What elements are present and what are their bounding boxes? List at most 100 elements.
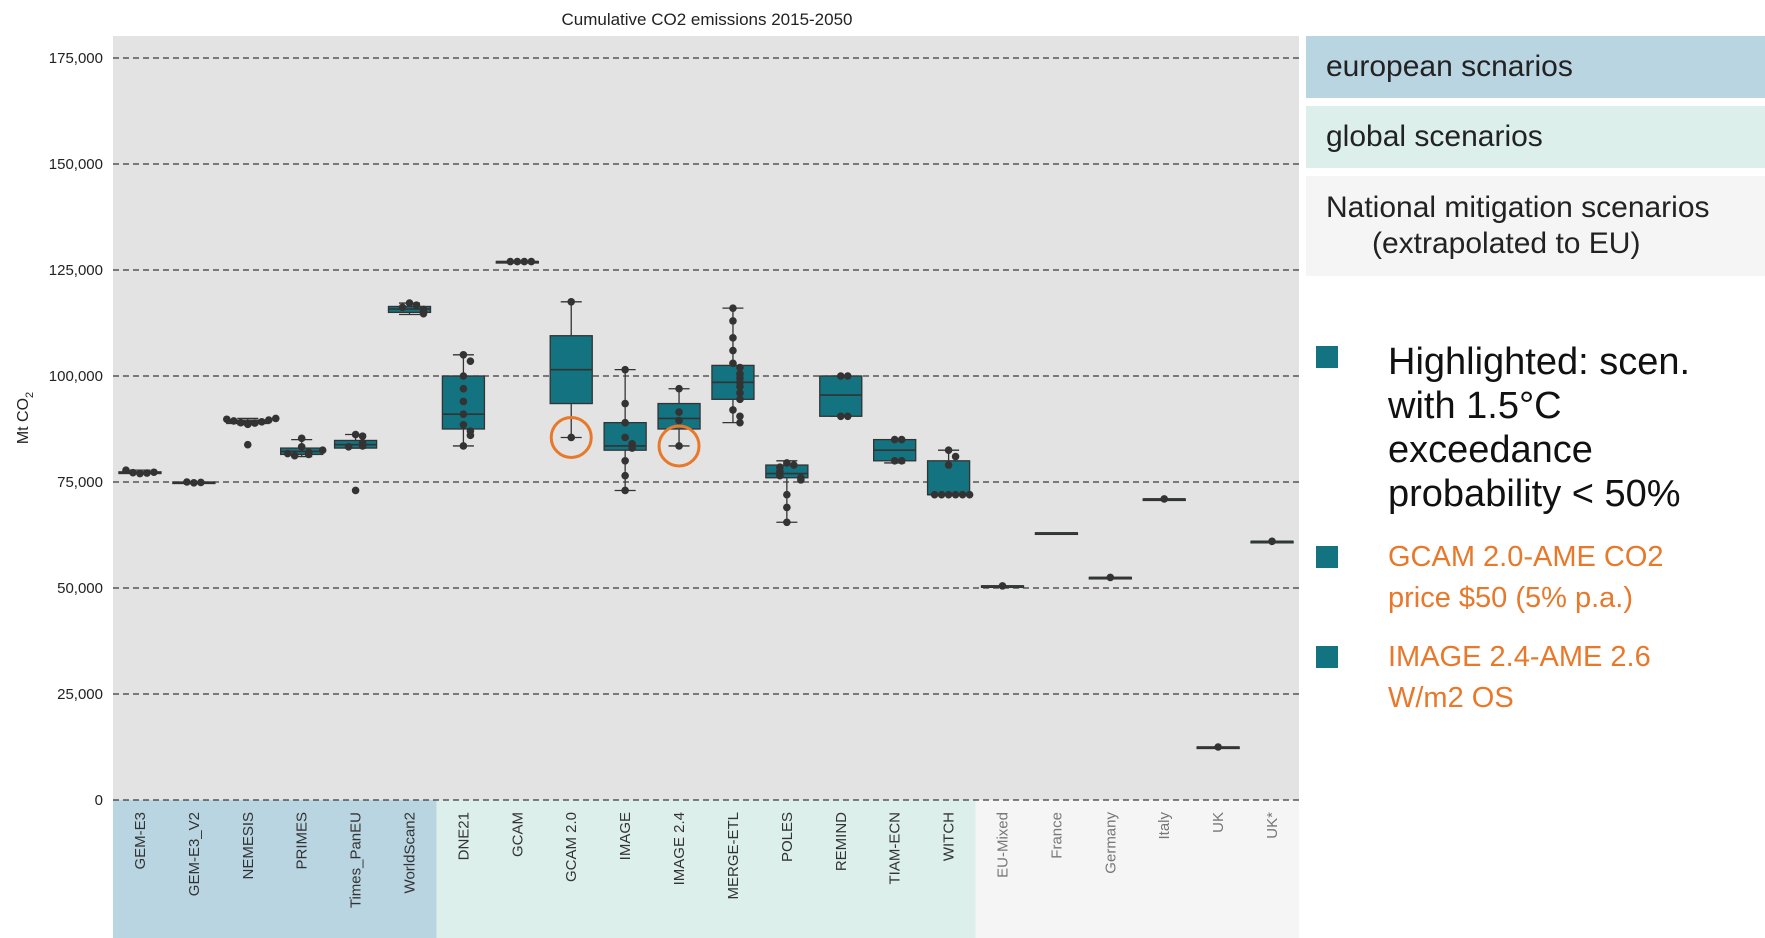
data-point <box>513 257 522 266</box>
data-point <box>843 372 852 380</box>
y-tick-label: 25,000 <box>57 686 103 703</box>
box-uk <box>1196 743 1240 751</box>
y-tick-label: 75,000 <box>57 474 103 491</box>
x-tick-label: EU-Mixed <box>995 812 1012 878</box>
data-point <box>621 365 629 374</box>
data-point <box>250 419 259 427</box>
data-point <box>736 389 744 397</box>
x-tick-label: IMAGE <box>617 812 634 860</box>
data-point <box>930 490 939 499</box>
data-point <box>628 444 636 452</box>
x-tick-label: PRIMES <box>294 812 311 870</box>
svg-text:Mt CO2: Mt CO2 <box>15 392 36 444</box>
x-tick-label: TIAM-ECN <box>887 812 904 885</box>
data-point <box>783 503 791 512</box>
chart-title: Cumulative CO2 emissions 2015-2050 <box>561 10 852 29</box>
data-point <box>944 446 953 455</box>
data-point <box>129 468 137 477</box>
legend-national-line2: (extrapolated to EU) <box>1372 227 1641 260</box>
data-point <box>843 412 852 421</box>
data-point <box>621 486 629 495</box>
data-point <box>459 442 468 450</box>
x-tick-label: NEMESIS <box>240 812 257 880</box>
box-witch <box>926 446 974 499</box>
data-point <box>466 357 475 365</box>
data-point <box>459 351 468 359</box>
y-tick-label: 0 <box>95 792 103 809</box>
data-point <box>358 432 367 441</box>
chart: Cumulative CO2 emissions 2015-2050 0 25,0… <box>15 10 1299 938</box>
bullet-line: W/m2 OS <box>1388 682 1514 714</box>
data-point <box>459 384 468 393</box>
bullet-text-image: IMAGE 2.4-AME 2.6 W/m2 OS <box>1388 637 1651 719</box>
bullet-line: with 1.5°C <box>1388 385 1562 427</box>
box-nemesis <box>222 414 280 449</box>
plot-area <box>113 36 1299 800</box>
box-uk- <box>1250 537 1294 546</box>
data-point <box>736 412 744 421</box>
highlight-circle <box>549 415 593 459</box>
box <box>657 402 701 430</box>
data-point <box>797 476 805 484</box>
data-point <box>998 582 1007 590</box>
data-point <box>264 416 273 424</box>
data-point <box>944 461 953 469</box>
data-point <box>405 299 414 307</box>
x-tick-label: Italy <box>1156 812 1173 840</box>
data-point <box>836 372 845 380</box>
bullet-square-gcam <box>1316 546 1338 568</box>
data-point <box>304 450 313 459</box>
bullet-line: exceedance <box>1388 429 1593 471</box>
data-point <box>236 418 245 427</box>
data-point <box>675 408 683 416</box>
data-point <box>890 457 899 465</box>
box-worldscan2 <box>387 299 432 318</box>
box-dne21 <box>441 351 486 450</box>
data-point <box>890 435 899 444</box>
data-point <box>675 384 683 393</box>
data-point <box>1160 495 1169 503</box>
x-tick-labels: GEM-E3 GEM-E3_V2 NEMESIS PRIMES Times_PanEU W… <box>132 812 1281 909</box>
data-point <box>675 442 683 450</box>
box-times-paneu <box>333 430 378 495</box>
data-point <box>190 479 198 487</box>
data-point <box>197 478 205 487</box>
box-remind <box>819 372 863 421</box>
box-image-2-4 <box>657 384 701 468</box>
box-merge-etl <box>711 304 755 427</box>
box-gcam-2-0 <box>549 298 593 459</box>
data-point <box>466 431 475 440</box>
data-point <box>520 257 529 266</box>
x-tick-label: GEM-E3_V2 <box>186 812 203 896</box>
data-point <box>136 469 144 478</box>
data-point <box>783 490 791 499</box>
data-point <box>243 440 252 449</box>
x-tick-label: WITCH <box>941 812 958 861</box>
data-point <box>351 486 360 495</box>
x-tick-label: REMIND <box>833 812 850 871</box>
data-point <box>836 412 845 421</box>
data-point <box>783 459 791 467</box>
box-italy <box>1142 495 1186 503</box>
x-tick-label: GEM-E3 <box>132 812 149 870</box>
group-band <box>113 800 437 938</box>
data-point <box>621 418 629 427</box>
x-tick-label: UK <box>1210 812 1227 833</box>
box-france <box>1034 532 1079 536</box>
data-point <box>243 420 252 429</box>
data-point <box>344 443 353 451</box>
bullet-line: Highlighted: scen. <box>1388 341 1691 383</box>
data-point <box>318 446 327 455</box>
data-point <box>621 471 629 480</box>
bullet-line: probability < 50% <box>1388 473 1681 515</box>
data-point <box>736 382 744 391</box>
data-point <box>229 417 238 425</box>
data-point <box>459 372 468 380</box>
data-point <box>150 468 158 477</box>
box-image <box>603 365 647 495</box>
box-primes <box>280 434 327 460</box>
box-plots <box>118 257 1294 751</box>
box-gcam <box>495 257 539 266</box>
x-tick-label: DNE21 <box>455 812 472 860</box>
legend-european: european scnarios <box>1306 36 1765 98</box>
